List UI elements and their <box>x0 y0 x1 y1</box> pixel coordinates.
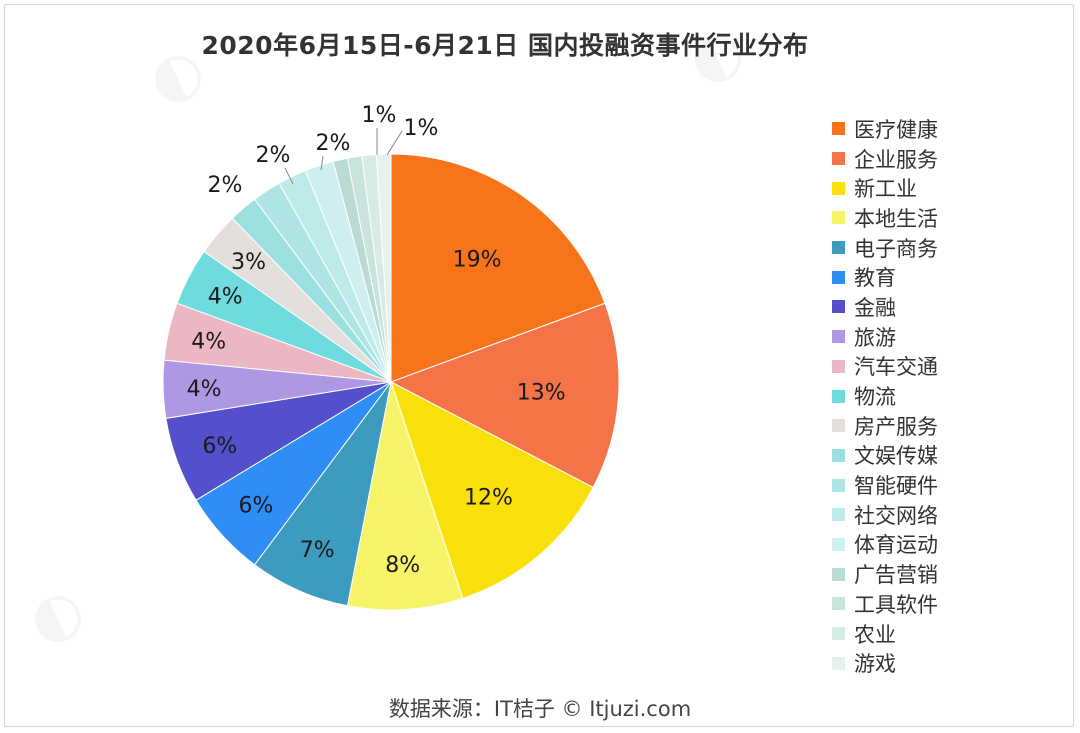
legend-item: 新工业 <box>832 173 938 203</box>
legend-label: 旅游 <box>854 325 896 350</box>
legend-swatch <box>832 478 845 492</box>
legend-label: 本地生活 <box>854 206 938 231</box>
legend-swatch <box>832 211 845 225</box>
pie-slice-2 <box>389 302 620 489</box>
legend-label: 医疗健康 <box>854 117 938 142</box>
legend-item: 体育运动 <box>832 530 938 560</box>
legend-swatch <box>832 359 845 373</box>
legend-item: 旅游 <box>832 322 938 352</box>
pie-slice-4 <box>346 380 464 611</box>
legend-swatch <box>832 152 845 166</box>
legend-item: 房产服务 <box>832 411 938 441</box>
legend-swatch <box>832 567 845 581</box>
legend-item: 农业 <box>832 619 938 649</box>
leader-line <box>320 155 324 171</box>
legend-swatch <box>832 300 845 314</box>
legend-item: 社交网络 <box>832 500 938 530</box>
legend-label: 游戏 <box>854 652 896 677</box>
legend: 医疗健康企业服务新工业本地生活电子商务教育金融旅游汽车交通物流房产服务文娱传媒智… <box>832 114 938 678</box>
legend-label: 文娱传媒 <box>854 444 938 469</box>
legend-swatch <box>832 419 845 433</box>
legend-item: 广告营销 <box>832 559 938 589</box>
legend-item: 教育 <box>832 262 938 292</box>
legend-label: 体育运动 <box>854 533 938 558</box>
slice-label: 1% <box>362 103 397 128</box>
legend-swatch <box>832 389 845 403</box>
legend-item: 文娱传媒 <box>832 441 938 471</box>
slice-label: 6% <box>239 494 274 519</box>
slice-label: 4% <box>191 329 226 354</box>
legend-label: 农业 <box>854 622 896 647</box>
legend-swatch <box>832 122 845 136</box>
legend-item: 金融 <box>832 292 938 322</box>
slice-label: 7% <box>300 538 335 563</box>
pie-slice-1 <box>390 153 606 383</box>
legend-label: 企业服务 <box>854 147 938 172</box>
legend-label: 汽车交通 <box>854 355 938 380</box>
legend-label: 房产服务 <box>854 414 938 439</box>
legend-item: 汽车交通 <box>832 352 938 382</box>
slice-label: 19% <box>453 248 502 273</box>
slice-label: 4% <box>187 377 222 402</box>
source-note: 数据来源：IT桔子 © Itjuzi.com <box>388 697 692 721</box>
chart-title: 2020年6月15日-6月21日 国内投融资事件行业分布 <box>201 31 809 60</box>
slice-label: 6% <box>202 434 237 459</box>
pie-slice-19 <box>375 153 392 383</box>
legend-label: 教育 <box>854 266 896 291</box>
legend-label: 电子商务 <box>854 236 938 261</box>
legend-swatch <box>832 656 845 670</box>
pie-slice-3 <box>390 380 594 600</box>
slice-label: 3% <box>231 250 266 275</box>
pie-slice-5 <box>253 381 392 607</box>
legend-item: 工具软件 <box>832 589 938 619</box>
legend-label: 社交网络 <box>854 503 938 528</box>
legend-swatch <box>832 537 845 551</box>
slice-label: 2% <box>256 143 291 168</box>
legend-item: 游戏 <box>832 648 938 678</box>
legend-swatch <box>832 270 845 284</box>
legend-swatch <box>832 241 845 255</box>
legend-label: 工具软件 <box>854 592 938 617</box>
legend-item: 物流 <box>832 381 938 411</box>
slice-label: 1% <box>404 116 439 141</box>
slice-label: 13% <box>517 381 566 406</box>
legend-swatch <box>832 448 845 462</box>
slice-label: 8% <box>385 553 420 578</box>
legend-swatch <box>832 181 845 195</box>
legend-label: 智能硬件 <box>854 474 938 499</box>
legend-item: 智能硬件 <box>832 470 938 500</box>
legend-label: 新工业 <box>854 177 917 202</box>
legend-swatch <box>832 330 845 344</box>
legend-label: 物流 <box>854 385 896 410</box>
legend-swatch <box>832 627 845 641</box>
legend-label: 广告营销 <box>854 563 938 588</box>
slice-label: 12% <box>464 486 513 511</box>
slice-label: 2% <box>208 173 243 198</box>
legend-item: 电子商务 <box>832 233 938 263</box>
legend-swatch <box>832 508 845 522</box>
legend-swatch <box>832 597 845 611</box>
slice-label: 4% <box>208 285 243 310</box>
legend-item: 企业服务 <box>832 144 938 174</box>
slice-label: 2% <box>316 131 351 156</box>
leader-line <box>386 130 403 156</box>
legend-label: 金融 <box>854 295 896 320</box>
legend-item: 医疗健康 <box>832 114 938 144</box>
leader-line <box>284 167 294 185</box>
legend-item: 本地生活 <box>832 203 938 233</box>
